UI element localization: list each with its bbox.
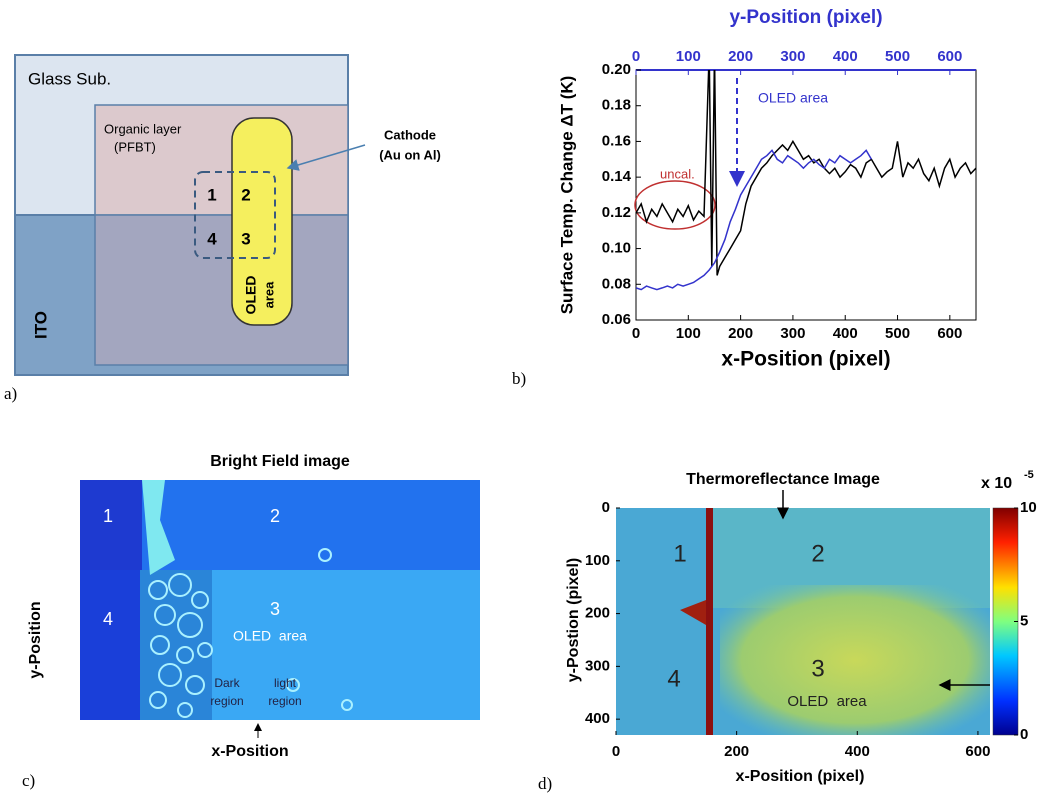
- title: Thermoreflectance Image: [686, 471, 880, 488]
- x-tick-label: 0: [632, 325, 640, 342]
- y-tick-label: 0.14: [602, 168, 632, 185]
- panel-label: b): [512, 369, 526, 388]
- x-tick-label: 200: [728, 325, 753, 342]
- x2-tick-label: 0: [632, 48, 640, 65]
- colorbar-tick-label: 10: [1020, 499, 1037, 516]
- y-tick-label: 0.18: [602, 97, 631, 114]
- label: (PFBT): [114, 139, 156, 154]
- organic-on-ito: [95, 215, 348, 365]
- image-region: [140, 480, 480, 570]
- panel-label: c): [22, 771, 35, 790]
- x-tick-label: 0: [612, 743, 620, 760]
- label: OLED: [243, 276, 259, 315]
- x-axis-label: x-Position: [211, 743, 288, 760]
- y-tick-label: 0.06: [602, 311, 631, 328]
- label: OLED area: [233, 628, 307, 644]
- y-tick-label: 400: [585, 710, 610, 727]
- x-tick-label: 400: [845, 743, 870, 760]
- x2-tick-label: 600: [937, 48, 962, 65]
- y-axis-label: y-Position: [27, 601, 44, 678]
- y-tick-label: 200: [585, 605, 610, 622]
- region-label: 2: [811, 540, 824, 567]
- y-axis-label: y-Postion (pixel): [565, 558, 582, 682]
- region-label: 1: [673, 540, 686, 567]
- label: region: [268, 694, 301, 708]
- image-region: [706, 508, 713, 735]
- x-tick-label: 400: [833, 325, 858, 342]
- x-tick-label: 600: [937, 325, 962, 342]
- y-tick-label: 0: [602, 499, 610, 516]
- region-label: 4: [667, 665, 680, 692]
- x-axis-label: x-Position (pixel): [736, 768, 865, 785]
- panel-c: Bright Field image 1 2 3 4 OLED area Dar…: [22, 453, 480, 790]
- x2-tick-label: 500: [885, 48, 910, 65]
- annotation: uncal.: [660, 166, 695, 181]
- y-tick-label: 300: [585, 657, 610, 674]
- data-line: [636, 52, 976, 275]
- label: area: [261, 281, 276, 309]
- region-label: 1: [103, 506, 113, 526]
- region-label: 2: [270, 506, 280, 526]
- label: Glass Sub.: [28, 69, 111, 88]
- x2-tick-label: 300: [780, 48, 805, 65]
- x-tick-label: 600: [965, 743, 990, 760]
- region-label: 4: [207, 229, 217, 248]
- region-label: 3: [241, 229, 250, 248]
- x2-tick-label: 400: [833, 48, 858, 65]
- colorbar-exponent: -5: [1024, 469, 1034, 481]
- colorbar-tick-label: 0: [1020, 726, 1028, 743]
- panel-label: a): [4, 384, 17, 403]
- region-label: 3: [270, 599, 280, 619]
- label: Dark: [214, 676, 240, 690]
- label: ITO: [31, 311, 50, 339]
- plot-frame: [636, 70, 976, 320]
- panel-a: Glass Sub. Organic layer (PFBT) Cathode …: [4, 55, 441, 403]
- y-tick-label: 0.08: [602, 275, 631, 292]
- region-label: 1: [207, 185, 216, 204]
- label: region: [210, 694, 243, 708]
- x2-tick-label: 200: [728, 48, 753, 65]
- y-tick-label: 0.10: [602, 240, 631, 257]
- colorbar-multiplier: x 10: [981, 475, 1012, 492]
- label: OLED area: [787, 693, 867, 710]
- label: light: [274, 676, 297, 690]
- x-tick-label: 200: [724, 743, 749, 760]
- x-tick-label: 300: [780, 325, 805, 342]
- x2-axis-label: y-Position (pixel): [729, 7, 882, 28]
- x-axis-label: x-Position (pixel): [721, 348, 890, 371]
- y-tick-label: 100: [585, 552, 610, 569]
- region-label: 3: [811, 655, 824, 682]
- panel-label: d): [538, 774, 552, 793]
- region-label: 2: [241, 185, 250, 204]
- label: (Au on Al): [379, 147, 441, 162]
- y-tick-label: 0.16: [602, 132, 631, 149]
- title: Bright Field image: [210, 453, 350, 470]
- image-region: [720, 585, 990, 735]
- y-axis-label: Surface Temp. Change ΔT (K): [557, 76, 576, 315]
- x2-tick-label: 100: [676, 48, 701, 65]
- y-tick-label: 0.12: [602, 204, 631, 221]
- figure: Glass Sub. Organic layer (PFBT) Cathode …: [0, 0, 1042, 796]
- annotation: OLED area: [758, 90, 828, 106]
- x-tick-label: 100: [676, 325, 701, 342]
- region-label: 4: [103, 609, 113, 629]
- x-tick-label: 500: [885, 325, 910, 342]
- label: Organic layer: [104, 121, 182, 136]
- colorbar-tick-label: 5: [1020, 612, 1028, 629]
- label: Cathode: [384, 127, 436, 142]
- y-tick-label: 0.20: [602, 61, 631, 78]
